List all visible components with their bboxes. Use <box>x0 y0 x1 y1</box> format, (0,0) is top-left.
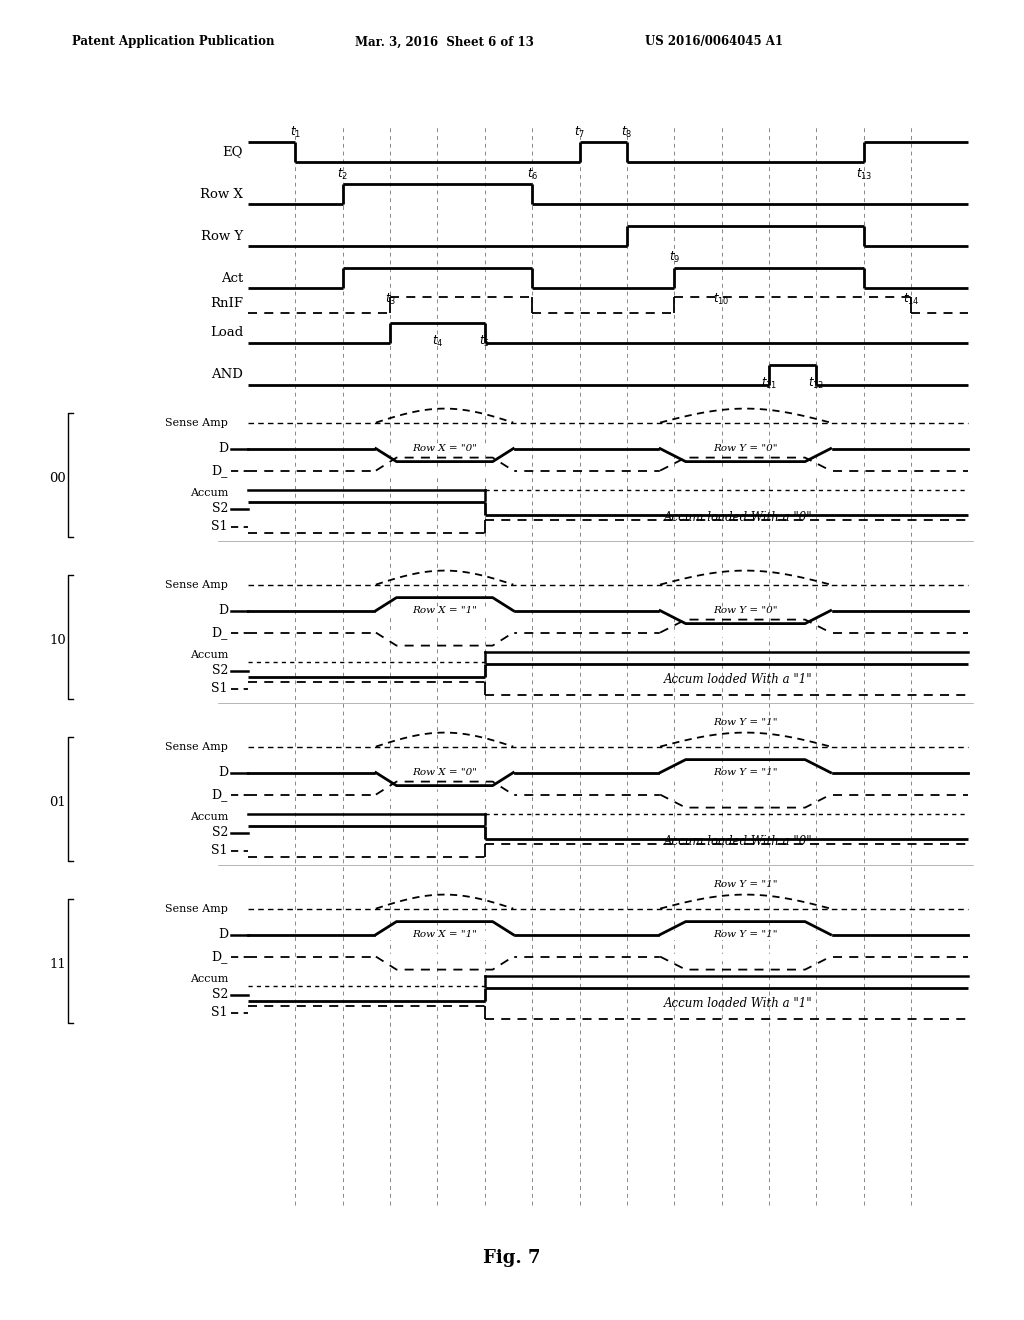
Text: Row X = "0": Row X = "0" <box>412 444 477 453</box>
Text: D_: D_ <box>212 465 228 477</box>
Text: Accum loaded With a "1": Accum loaded With a "1" <box>664 673 813 686</box>
Text: Accum loaded With a "0": Accum loaded With a "0" <box>664 511 813 524</box>
Text: 01: 01 <box>49 796 67 809</box>
Text: S1: S1 <box>212 1006 228 1019</box>
Text: $t_{6}$: $t_{6}$ <box>526 166 538 182</box>
Text: 00: 00 <box>49 473 67 486</box>
Text: Patent Application Publication: Patent Application Publication <box>72 36 274 49</box>
Text: $t_{5}$: $t_{5}$ <box>479 334 490 348</box>
Text: S2: S2 <box>212 989 228 1001</box>
Text: S1: S1 <box>212 682 228 696</box>
Text: Sense Amp: Sense Amp <box>165 904 228 913</box>
Text: Sense Amp: Sense Amp <box>165 579 228 590</box>
Text: D_: D_ <box>212 788 228 801</box>
Text: D_: D_ <box>212 626 228 639</box>
Text: S1: S1 <box>212 843 228 857</box>
Text: D: D <box>218 442 228 455</box>
Text: Row Y = "1": Row Y = "1" <box>713 718 777 726</box>
Text: D: D <box>218 605 228 618</box>
Text: Mar. 3, 2016  Sheet 6 of 13: Mar. 3, 2016 Sheet 6 of 13 <box>355 36 534 49</box>
Text: S2: S2 <box>212 664 228 677</box>
Text: $t_{2}$: $t_{2}$ <box>337 166 348 182</box>
Text: RnIF: RnIF <box>210 297 243 310</box>
Text: Row Y = "0": Row Y = "0" <box>713 606 777 615</box>
Text: US 2016/0064045 A1: US 2016/0064045 A1 <box>645 36 783 49</box>
Text: Sense Amp: Sense Amp <box>165 742 228 751</box>
Text: Row Y = "0": Row Y = "0" <box>713 444 777 453</box>
Text: S1: S1 <box>212 520 228 533</box>
Text: $t_{{12}}$: $t_{{12}}$ <box>808 376 824 391</box>
Text: Row X = "0": Row X = "0" <box>412 768 477 777</box>
Text: 11: 11 <box>49 958 67 972</box>
Text: Accum loaded With a "1": Accum loaded With a "1" <box>664 997 813 1010</box>
Text: Row Y = "1": Row Y = "1" <box>713 931 777 939</box>
Text: Fig. 7: Fig. 7 <box>483 1249 541 1267</box>
Text: Row X: Row X <box>200 187 243 201</box>
Text: Act: Act <box>221 272 243 285</box>
Text: Accum: Accum <box>189 812 228 821</box>
Text: Accum: Accum <box>189 487 228 498</box>
Text: $t_{3}$: $t_{3}$ <box>385 292 395 308</box>
Text: Accum: Accum <box>189 649 228 660</box>
Text: $t_{4}$: $t_{4}$ <box>432 334 443 348</box>
Text: AND: AND <box>211 368 243 381</box>
Text: $t_{7}$: $t_{7}$ <box>574 125 585 140</box>
Text: $t_{{14}}$: $t_{{14}}$ <box>903 292 920 308</box>
Text: S2: S2 <box>212 826 228 840</box>
Text: Accum: Accum <box>189 974 228 983</box>
Text: Row X = "1": Row X = "1" <box>412 606 477 615</box>
Text: $t_{{10}}$: $t_{{10}}$ <box>714 292 730 308</box>
Text: 10: 10 <box>49 634 67 647</box>
Text: Row Y = "1": Row Y = "1" <box>713 768 777 777</box>
Text: Accum loaded With a "0": Accum loaded With a "0" <box>664 836 813 849</box>
Text: D: D <box>218 766 228 779</box>
Text: $t_{{13}}$: $t_{{13}}$ <box>856 166 872 182</box>
Text: D: D <box>218 928 228 941</box>
Text: $t_{1}$: $t_{1}$ <box>290 125 301 140</box>
Text: Row X = "1": Row X = "1" <box>412 931 477 939</box>
Text: EQ: EQ <box>222 145 243 158</box>
Text: Sense Amp: Sense Amp <box>165 417 228 428</box>
Text: $t_{8}$: $t_{8}$ <box>622 125 633 140</box>
Text: $t_{9}$: $t_{9}$ <box>669 249 680 265</box>
Text: S2: S2 <box>212 502 228 515</box>
Text: Row Y = "1": Row Y = "1" <box>713 879 777 888</box>
Text: Load: Load <box>210 326 243 339</box>
Text: Row Y: Row Y <box>201 230 243 243</box>
Text: $t_{{11}}$: $t_{{11}}$ <box>761 376 777 391</box>
Text: D_: D_ <box>212 950 228 964</box>
